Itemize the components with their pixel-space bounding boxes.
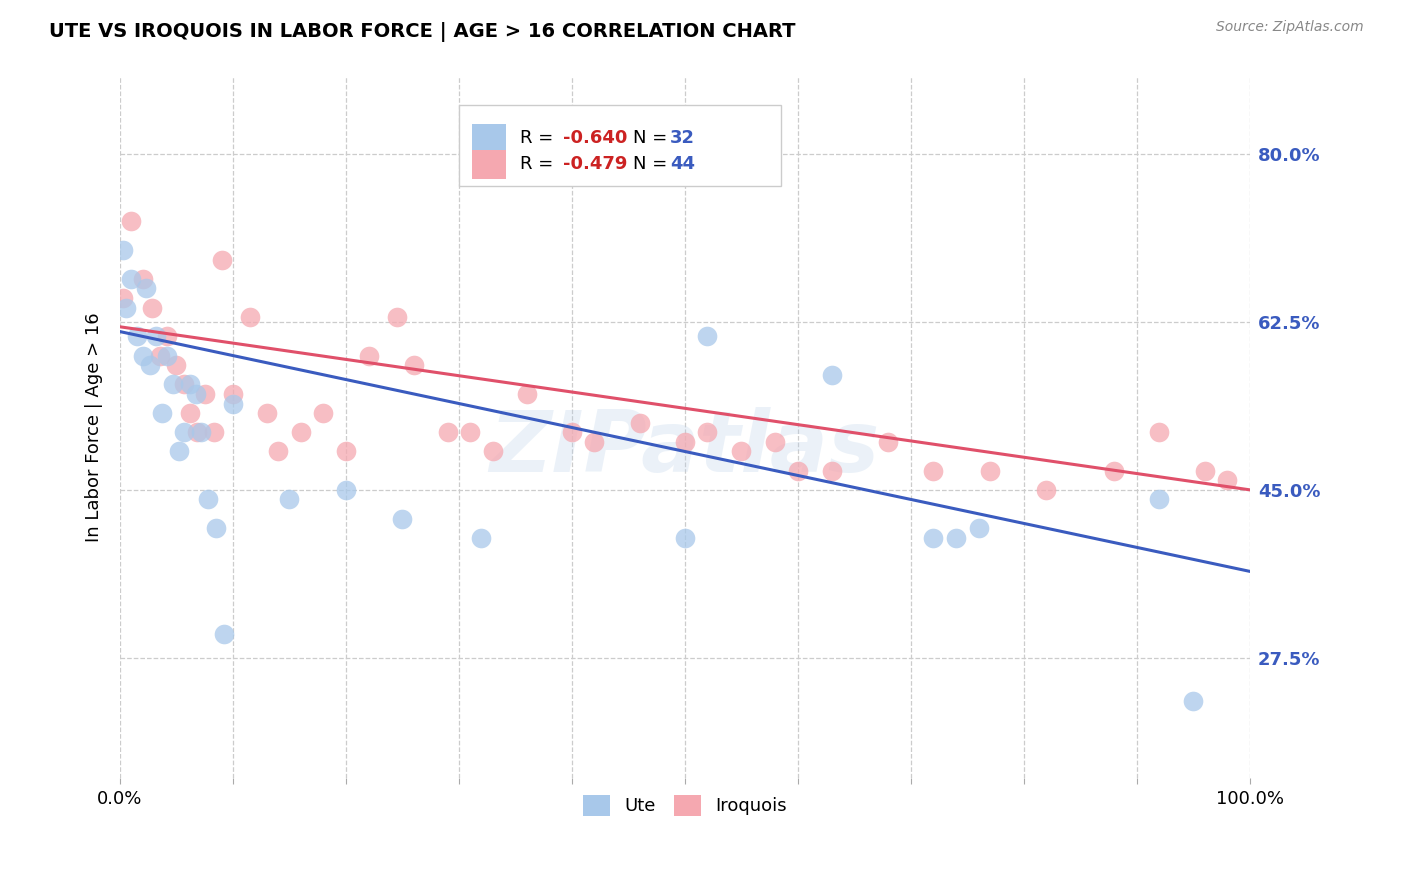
Point — [335, 483, 357, 497]
Text: R =: R = — [520, 155, 560, 173]
Point — [179, 406, 201, 420]
Point — [786, 464, 808, 478]
Point — [821, 464, 844, 478]
Point — [470, 531, 492, 545]
Text: N =: N = — [633, 129, 673, 147]
Text: UTE VS IROQUOIS IN LABOR FORCE | AGE > 16 CORRELATION CHART: UTE VS IROQUOIS IN LABOR FORCE | AGE > 1… — [49, 22, 796, 42]
Point — [458, 425, 481, 440]
Point — [1102, 464, 1125, 478]
Point — [278, 492, 301, 507]
Point — [402, 358, 425, 372]
Point — [112, 243, 135, 257]
Text: 32: 32 — [671, 129, 695, 147]
Point — [125, 329, 148, 343]
Point — [145, 329, 167, 343]
Point — [1194, 464, 1216, 478]
FancyBboxPatch shape — [472, 124, 506, 153]
Point — [730, 444, 752, 458]
Point — [673, 531, 696, 545]
Point — [312, 406, 335, 420]
Point — [148, 349, 170, 363]
Point — [156, 329, 179, 343]
Point — [945, 531, 967, 545]
Point — [156, 349, 179, 363]
Text: 44: 44 — [671, 155, 695, 173]
Point — [205, 521, 228, 535]
Point — [481, 444, 503, 458]
Point — [673, 434, 696, 449]
Point — [1182, 694, 1205, 708]
Point — [516, 387, 538, 401]
Point — [131, 272, 153, 286]
Point — [120, 214, 142, 228]
Point — [1216, 473, 1239, 487]
Point — [202, 425, 225, 440]
Y-axis label: In Labor Force | Age > 16: In Labor Force | Age > 16 — [86, 313, 103, 542]
Point — [135, 281, 157, 295]
Point — [166, 358, 188, 372]
Point — [385, 310, 408, 325]
Point — [436, 425, 458, 440]
Point — [162, 377, 184, 392]
Point — [267, 444, 290, 458]
Point — [763, 434, 786, 449]
Point — [179, 377, 201, 392]
Text: -0.640: -0.640 — [562, 129, 627, 147]
Legend: Ute, Iroquois: Ute, Iroquois — [574, 786, 796, 824]
Point — [173, 377, 195, 392]
Point — [1035, 483, 1057, 497]
Point — [922, 464, 945, 478]
Point — [256, 406, 278, 420]
Point — [186, 425, 208, 440]
Point — [239, 310, 262, 325]
Point — [197, 492, 219, 507]
Point — [628, 416, 651, 430]
Point — [696, 425, 718, 440]
Point — [194, 387, 217, 401]
Point — [190, 425, 212, 440]
Point — [150, 406, 173, 420]
Point — [967, 521, 990, 535]
Point — [212, 626, 235, 640]
Text: N =: N = — [633, 155, 673, 173]
Point — [561, 425, 583, 440]
Point — [1149, 492, 1171, 507]
Point — [139, 358, 162, 372]
Point — [821, 368, 844, 382]
Text: Source: ZipAtlas.com: Source: ZipAtlas.com — [1216, 20, 1364, 34]
Point — [222, 396, 245, 410]
Text: ZIPatlas: ZIPatlas — [489, 407, 880, 490]
Point — [131, 349, 153, 363]
Point — [222, 387, 245, 401]
Point — [357, 349, 380, 363]
Text: R =: R = — [520, 129, 560, 147]
Text: -0.479: -0.479 — [562, 155, 627, 173]
FancyBboxPatch shape — [458, 105, 780, 186]
Point — [173, 425, 195, 440]
Point — [184, 387, 207, 401]
Point — [290, 425, 312, 440]
Point — [211, 252, 233, 267]
Point — [167, 444, 190, 458]
Point — [141, 301, 163, 315]
Point — [120, 272, 142, 286]
Point — [922, 531, 945, 545]
Point — [979, 464, 1001, 478]
Point — [114, 301, 136, 315]
Point — [696, 329, 718, 343]
FancyBboxPatch shape — [472, 150, 506, 179]
Point — [583, 434, 606, 449]
Point — [335, 444, 357, 458]
Point — [1149, 425, 1171, 440]
Point — [112, 291, 135, 305]
Point — [391, 511, 413, 525]
Point — [877, 434, 900, 449]
